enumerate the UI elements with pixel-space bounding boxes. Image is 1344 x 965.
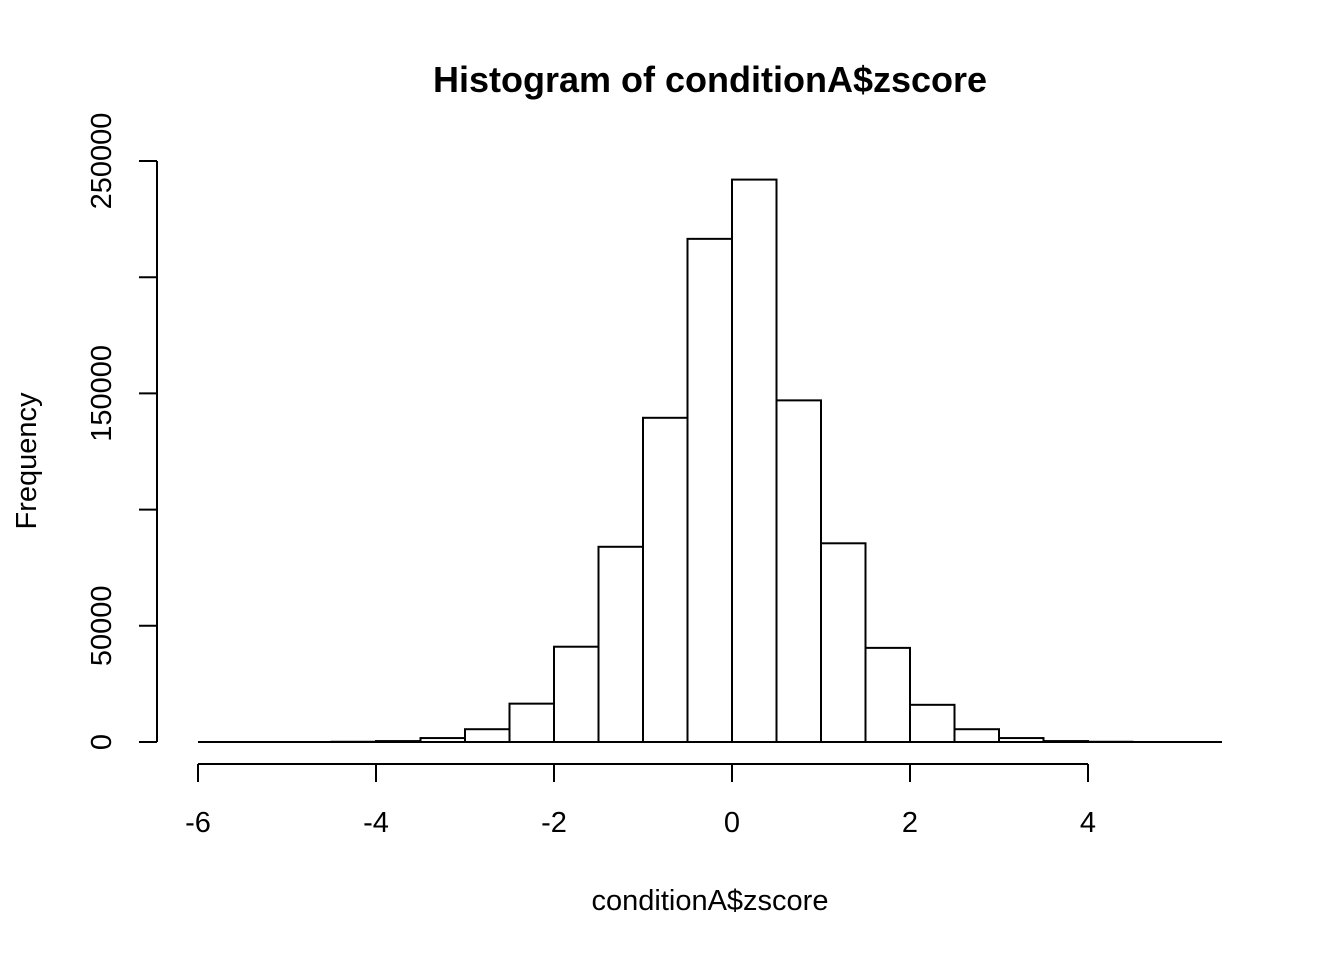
y-tick-label: 50000 bbox=[86, 585, 118, 666]
histogram-bar bbox=[955, 729, 1000, 742]
histogram-bar bbox=[465, 729, 510, 742]
y-axis: 0 50000 150000 250000 bbox=[86, 113, 157, 750]
x-tick-label: -4 bbox=[363, 807, 389, 839]
histogram-bar bbox=[732, 180, 777, 742]
y-tick-label: 0 bbox=[86, 734, 118, 750]
x-tick-label: -2 bbox=[541, 807, 567, 839]
bars-group bbox=[198, 180, 1222, 742]
y-tick-label: 150000 bbox=[86, 345, 118, 442]
histogram-bar bbox=[643, 418, 688, 742]
y-axis-label: Frequency bbox=[11, 392, 43, 530]
chart-title: Histogram of conditionA$zscore bbox=[433, 59, 987, 100]
x-tick-label: 4 bbox=[1080, 807, 1096, 839]
histogram-bar bbox=[599, 547, 644, 742]
x-axis-label: conditionA$zscore bbox=[592, 885, 829, 917]
histogram-bar bbox=[777, 400, 822, 742]
y-tick-label: 250000 bbox=[86, 113, 118, 210]
histogram-bar bbox=[688, 239, 733, 742]
x-tick-label: 0 bbox=[724, 807, 740, 839]
histogram-bar bbox=[821, 543, 866, 742]
x-tick-label: 2 bbox=[902, 807, 918, 839]
histogram-bar bbox=[866, 648, 911, 742]
histogram-bar bbox=[910, 705, 955, 742]
x-tick-label: -6 bbox=[185, 807, 211, 839]
histogram-bar bbox=[554, 647, 599, 742]
x-axis: -6 -4 -2 0 2 4 bbox=[185, 764, 1096, 839]
histogram-bar bbox=[510, 704, 555, 742]
